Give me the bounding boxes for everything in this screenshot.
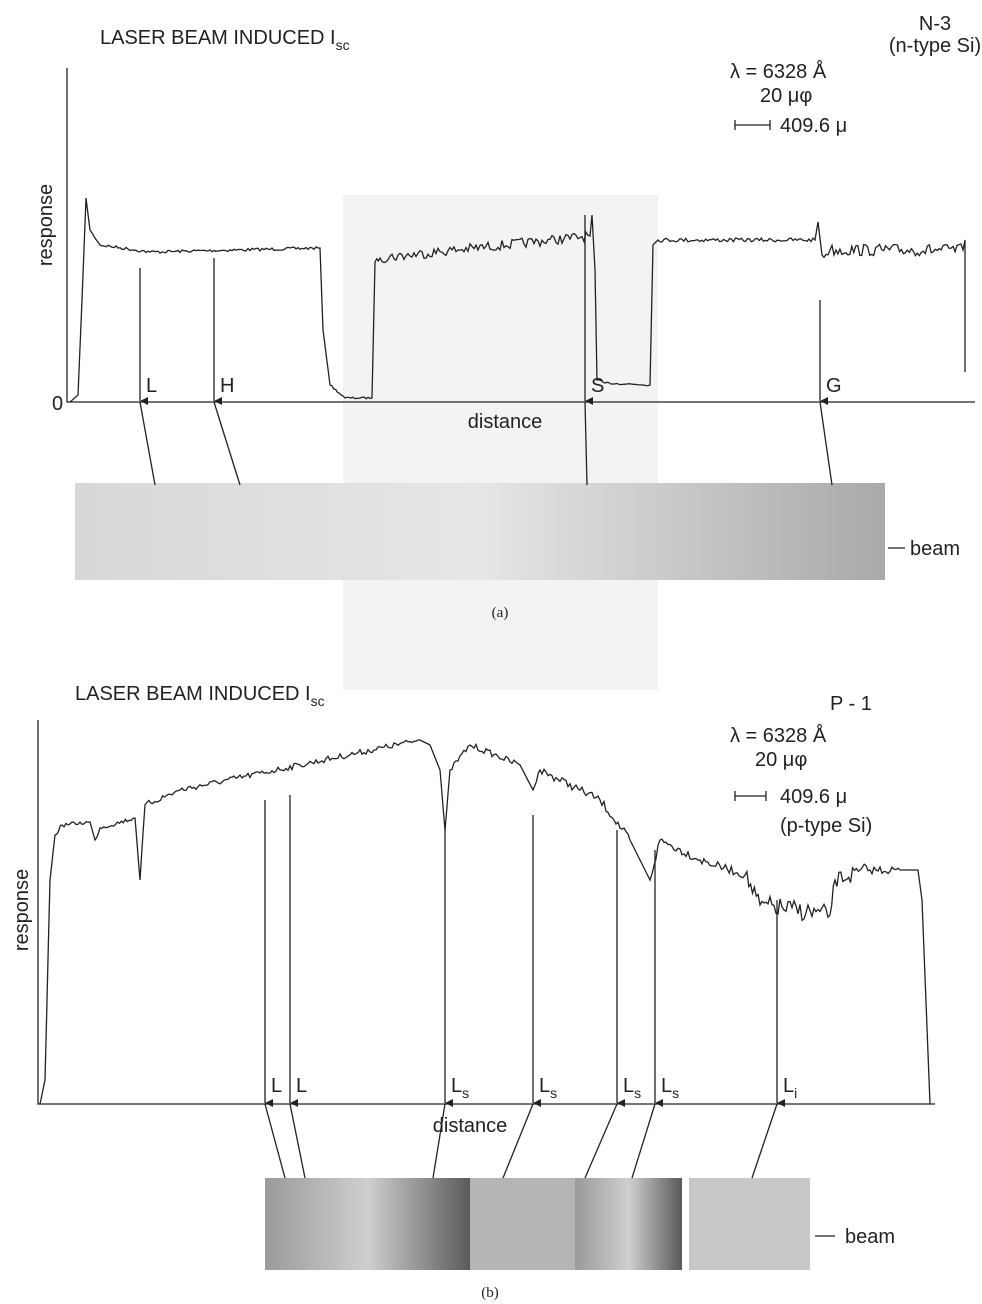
marker-letter: L <box>539 1075 550 1097</box>
caption: (b) <box>481 1285 499 1301</box>
spot: 20 μφ <box>755 749 807 771</box>
marker-label: Ls <box>451 1075 469 1101</box>
title-b: LASER BEAM INDUCED Isc <box>75 683 325 709</box>
beam-image <box>575 1178 682 1270</box>
beam-image <box>470 1178 575 1270</box>
marker-letter: L <box>623 1075 634 1097</box>
scale-bar <box>734 791 767 801</box>
scale: 409.6 μ <box>780 786 847 808</box>
marker-sub: s <box>634 1085 641 1101</box>
sample-type: (n-type Si) <box>889 35 981 57</box>
marker-link <box>264 1103 286 1179</box>
beam-image <box>265 1178 470 1270</box>
marker-label: S <box>591 375 604 397</box>
marker-sub: s <box>672 1085 679 1101</box>
marker-label: H <box>220 375 234 397</box>
marker-sub: s <box>462 1085 469 1101</box>
marker-letter: H <box>220 375 234 397</box>
scale-bar <box>734 120 771 130</box>
spot: 20 μφ <box>760 85 812 107</box>
marker-letter: L <box>783 1075 794 1097</box>
marker-label: Ls <box>539 1075 557 1101</box>
wavelength: λ = 6328 Å <box>730 724 827 747</box>
marker-label: G <box>826 375 842 397</box>
response-trace <box>39 739 931 1105</box>
marker-letter: L <box>146 375 157 397</box>
axes <box>66 68 975 403</box>
marker-link <box>432 1103 446 1179</box>
beam-label: beam <box>845 1226 895 1248</box>
sample: P - 1 <box>830 693 872 715</box>
y-label: response <box>11 869 33 951</box>
x-label: distance <box>433 1115 508 1137</box>
marker-link <box>584 401 588 486</box>
scale: 409.6 μ <box>780 115 847 137</box>
marker-label: L <box>271 1075 282 1097</box>
wavelength: λ = 6328 Å <box>730 60 827 83</box>
x-label: distance <box>468 411 543 433</box>
axes <box>37 720 935 1105</box>
beam-label: beam <box>910 538 960 560</box>
marker-letter: L <box>296 1075 307 1097</box>
response-trace <box>69 197 966 403</box>
marker-label: Ls <box>623 1075 641 1101</box>
marker-label: L <box>296 1075 307 1097</box>
beam-strip <box>75 483 885 580</box>
marker-label: L <box>146 375 157 397</box>
sample-type: (p-type Si) <box>780 815 872 837</box>
title-a: LASER BEAM INDUCED Isc <box>100 27 350 53</box>
marker-link <box>631 1103 656 1179</box>
marker-letter: L <box>271 1075 282 1097</box>
origin: 0 <box>52 393 63 415</box>
marker-letter: S <box>591 375 604 397</box>
marker-letter: L <box>661 1075 672 1097</box>
marker-sub: i <box>794 1085 797 1101</box>
sample: N-3 <box>919 13 951 35</box>
beam-image <box>689 1178 810 1270</box>
marker-letter: G <box>826 375 842 397</box>
backdrop <box>343 195 658 690</box>
marker-letter: L <box>451 1075 462 1097</box>
marker-sub: s <box>550 1085 557 1101</box>
marker-link <box>819 401 833 486</box>
marker-link <box>289 1103 306 1179</box>
caption: (a) <box>492 605 509 621</box>
marker-link <box>139 401 156 486</box>
marker-link <box>502 1103 534 1179</box>
marker-link <box>751 1103 778 1179</box>
marker-link <box>584 1103 618 1179</box>
marker-label: Li <box>783 1075 797 1101</box>
marker-label: Ls <box>661 1075 679 1101</box>
marker-link <box>213 401 241 486</box>
y-label: response <box>35 184 57 266</box>
